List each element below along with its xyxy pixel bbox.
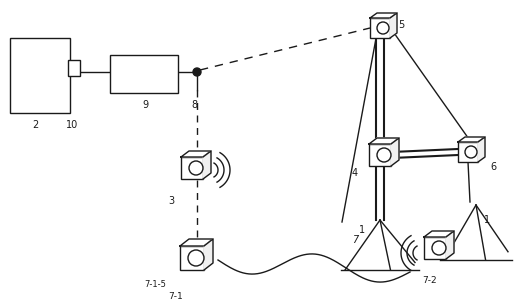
Bar bbox=[180, 246, 204, 270]
Polygon shape bbox=[369, 138, 399, 144]
Bar bbox=[370, 18, 390, 38]
Polygon shape bbox=[446, 231, 454, 259]
Polygon shape bbox=[204, 239, 213, 270]
Polygon shape bbox=[478, 137, 485, 162]
Polygon shape bbox=[391, 138, 399, 166]
Polygon shape bbox=[180, 239, 213, 246]
Text: 1: 1 bbox=[484, 215, 490, 225]
Text: 6: 6 bbox=[490, 162, 496, 172]
Polygon shape bbox=[390, 13, 397, 38]
Text: 10: 10 bbox=[66, 120, 78, 130]
Bar bbox=[181, 157, 203, 179]
Bar bbox=[424, 237, 446, 259]
Bar bbox=[68, 60, 80, 76]
Text: 7: 7 bbox=[352, 235, 358, 245]
Text: 3: 3 bbox=[168, 196, 174, 206]
Polygon shape bbox=[370, 13, 397, 18]
Text: 4: 4 bbox=[352, 168, 358, 178]
Text: 2: 2 bbox=[32, 120, 38, 130]
Text: 7-2: 7-2 bbox=[423, 276, 437, 285]
Bar bbox=[110, 55, 178, 93]
Text: 1: 1 bbox=[359, 225, 365, 235]
Bar bbox=[10, 38, 70, 113]
Polygon shape bbox=[181, 151, 211, 157]
Polygon shape bbox=[458, 137, 485, 142]
Bar bbox=[458, 142, 478, 162]
Text: 8: 8 bbox=[191, 100, 197, 110]
Polygon shape bbox=[203, 151, 211, 179]
Text: 7-1-5: 7-1-5 bbox=[144, 280, 166, 289]
Bar bbox=[369, 144, 391, 166]
Circle shape bbox=[193, 68, 201, 76]
Text: 7-1: 7-1 bbox=[169, 292, 184, 301]
Polygon shape bbox=[424, 231, 454, 237]
Text: 5: 5 bbox=[398, 20, 404, 30]
Text: 9: 9 bbox=[142, 100, 148, 110]
